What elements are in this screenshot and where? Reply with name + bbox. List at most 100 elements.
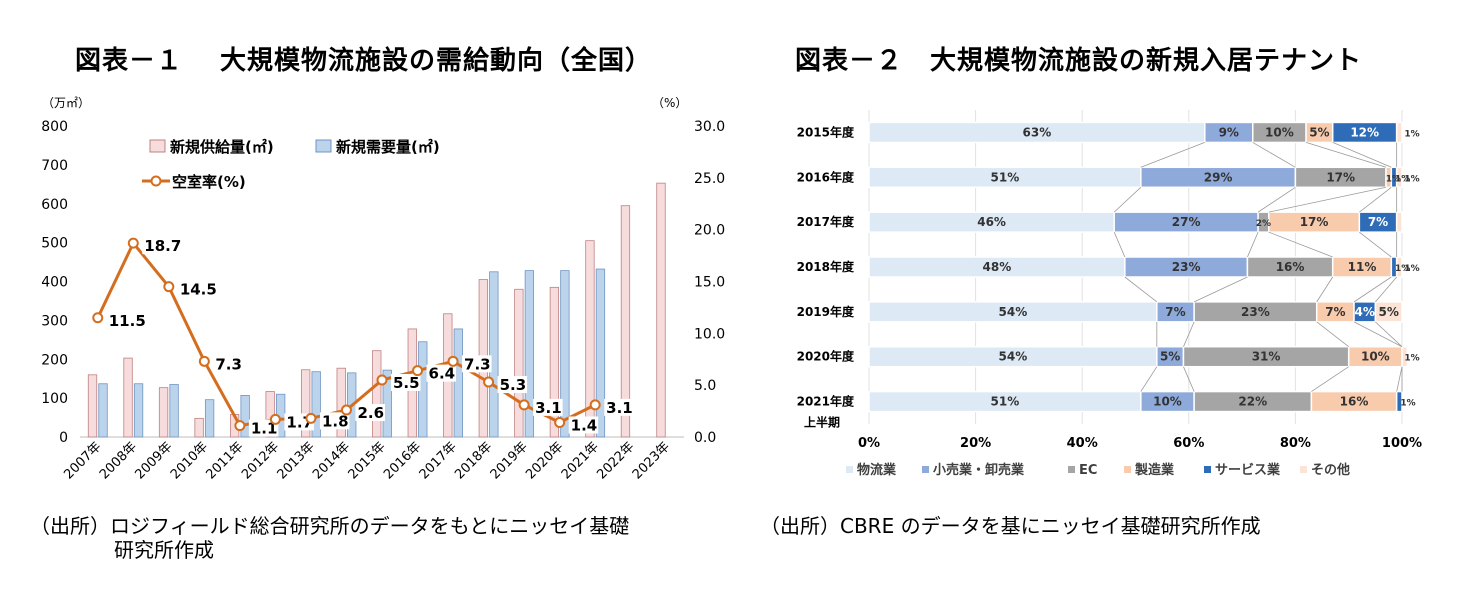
- right-tick-label: 15.0: [694, 275, 725, 291]
- supply-bar: [123, 357, 133, 438]
- left-tick-label: 500: [41, 236, 68, 252]
- demand-bar: [169, 384, 179, 438]
- legend-swatch: [1124, 466, 1131, 473]
- data-label: 9%: [1219, 125, 1239, 139]
- supply-bar: [514, 288, 524, 438]
- x-tick-label: 40%: [1067, 436, 1098, 451]
- figure2-panel: 図表－２ 大規模物流施設の新規入居テナント 0% 20% 40% 60% 80% 100%…: [730, 0, 1463, 597]
- legend-label: 小売業・卸売業: [933, 462, 1025, 478]
- x-tick-label: 2011年: [204, 439, 247, 482]
- data-label: 16%: [1340, 395, 1369, 409]
- data-label: 12%: [1350, 125, 1379, 139]
- demand-bar: [240, 395, 250, 438]
- connector-line: [1316, 321, 1349, 348]
- x-tick-label: 2014年: [310, 439, 353, 482]
- connector-line: [1316, 276, 1334, 303]
- demand-bar: [382, 369, 392, 438]
- data-label: 10%: [1265, 125, 1294, 139]
- legend-label: 製造業: [1134, 462, 1175, 478]
- connector-line: [1140, 142, 1205, 168]
- vacancy-label-bg: [248, 419, 279, 437]
- data-label: 1%: [1404, 129, 1419, 139]
- category-label: 2015年度: [797, 124, 855, 139]
- x-tick-label: 80%: [1280, 436, 1311, 451]
- legend-swatch-supply: [149, 139, 166, 153]
- vacancy-label-bg: [142, 237, 181, 255]
- legend-label-vacancy: 空室率(%): [172, 173, 246, 191]
- supply-bar: [87, 374, 98, 438]
- segment-bar: [1374, 301, 1403, 323]
- data-label: 27%: [1172, 215, 1201, 229]
- segment-bar: [1395, 256, 1403, 278]
- connector-line: [1183, 366, 1195, 392]
- figure2-title: 図表－２ 大規模物流施設の新規入居テナント: [795, 46, 1363, 76]
- figure1-source-line1: （出所）ロジフィールド総合研究所のデータをもとにニッセイ基礎: [30, 514, 630, 538]
- data-label: 63%: [1023, 125, 1052, 139]
- right-axis-unit: （%）: [652, 96, 687, 110]
- legend-label: EC: [1079, 463, 1097, 478]
- vacancy-label: 11.5: [109, 312, 146, 330]
- data-label: 16%: [1276, 260, 1305, 274]
- data-label: 54%: [999, 305, 1028, 319]
- supply-bar: [301, 369, 311, 438]
- vacancy-label-bg: [319, 412, 350, 430]
- left-tick-label: 300: [41, 313, 68, 329]
- data-label: 7%: [1368, 215, 1388, 229]
- connector-line: [1396, 366, 1403, 392]
- connector-line: [1375, 321, 1403, 348]
- vacancy-label-bg: [497, 376, 528, 394]
- vacancy-label: 3.1: [606, 399, 633, 417]
- vacancy-label: 5.3: [500, 376, 527, 394]
- figure1-source: （出所）ロジフィールド総合研究所のデータをもとにニッセイ基礎 研究所作成: [30, 514, 629, 562]
- data-label: 54%: [999, 350, 1028, 364]
- category-label: 2018年度: [797, 259, 855, 274]
- data-label: 48%: [983, 260, 1012, 274]
- demand-bar: [489, 271, 499, 438]
- data-label: 17%: [1326, 170, 1355, 184]
- data-label: 31%: [1252, 350, 1281, 364]
- data-label: 23%: [1241, 305, 1270, 319]
- x-tick-label: 2010年: [168, 439, 211, 482]
- data-label: 51%: [991, 395, 1020, 409]
- connector-line: [1332, 142, 1392, 168]
- data-label: 1%: [1395, 174, 1410, 184]
- left-tick-label: 100: [41, 391, 68, 407]
- x-tick-label: 2013年: [275, 439, 318, 482]
- data-label: 5%: [1378, 305, 1398, 319]
- x-tick-label: 2018年: [452, 439, 495, 482]
- demand-bar: [133, 383, 144, 438]
- data-label: 29%: [1204, 170, 1233, 184]
- vacancy-point: [305, 412, 317, 424]
- legend-swatch: [922, 466, 929, 473]
- segment-bar: [1395, 121, 1403, 144]
- connector-line: [1359, 186, 1392, 213]
- vacancy-point: [447, 355, 459, 367]
- data-label: 5%: [1160, 350, 1180, 364]
- vacancy-label: 7.3: [464, 355, 491, 373]
- vacancy-label-bg: [213, 355, 243, 373]
- category-label: 2016年度: [797, 169, 855, 184]
- right-tick-label: 10.0: [694, 326, 725, 342]
- vacancy-label-bg: [533, 398, 563, 416]
- data-label: 7%: [1325, 305, 1345, 319]
- vacancy-point: [483, 376, 495, 388]
- connector-line: [1140, 366, 1158, 392]
- vacancy-label: 6.4: [429, 365, 456, 383]
- x-tick-label: 2017年: [417, 439, 460, 482]
- connector-line: [1247, 231, 1259, 258]
- supply-bar: [158, 387, 169, 438]
- vacancy-label-bg: [604, 398, 634, 416]
- demand-bar: [311, 371, 321, 438]
- demand-bar: [204, 399, 215, 438]
- vacancy-label: 14.5: [180, 281, 217, 299]
- data-label: 1%: [1404, 174, 1419, 184]
- left-tick-label: 700: [41, 158, 68, 174]
- figure1-source-line2: 研究所作成: [114, 538, 214, 562]
- x-tick-label: 2008年: [97, 439, 140, 482]
- connector-line: [1268, 186, 1387, 213]
- vacancy-label-bg: [462, 355, 492, 373]
- segment-bar: [1395, 211, 1403, 233]
- connector-line: [1257, 186, 1296, 213]
- data-label: 2%: [1256, 219, 1271, 229]
- connector-line: [1353, 321, 1403, 348]
